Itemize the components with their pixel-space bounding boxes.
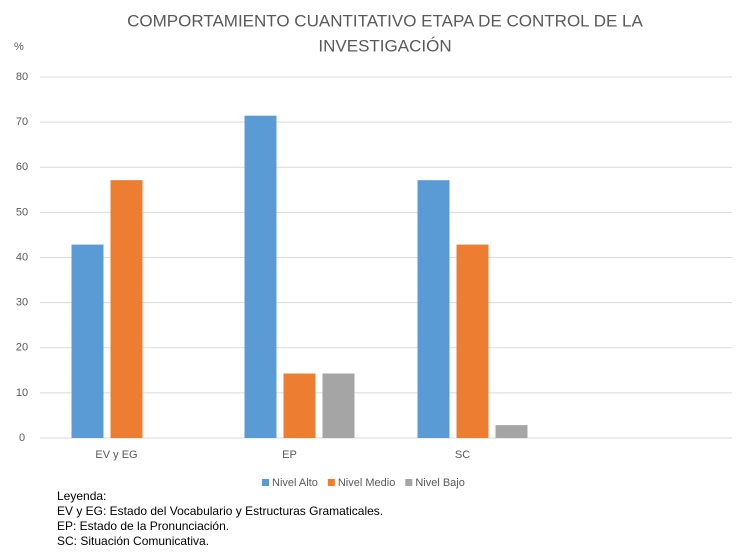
note: Leyenda:: [57, 489, 106, 503]
y-tick-label: 10: [16, 387, 28, 399]
legend-swatch: [262, 479, 269, 486]
y-tick-label: 40: [16, 251, 28, 263]
y-tick-label: 0: [19, 432, 25, 444]
legend-label: Nivel Bajo: [415, 477, 465, 489]
bar: [110, 180, 143, 438]
note: EV y EG: Estado del Vocabulario y Estruc…: [57, 504, 383, 518]
y-axis-label: %: [14, 41, 24, 53]
legend-swatch: [327, 479, 335, 486]
x-tick-label: SC: [455, 449, 470, 461]
legend-label: Nivel Medio: [338, 477, 395, 489]
x-tick-label: EP: [282, 449, 297, 461]
bar: [417, 180, 450, 438]
bar: [322, 373, 355, 438]
y-tick-label: 80: [16, 71, 28, 83]
bar: [244, 115, 277, 439]
y-tick-label: 60: [16, 161, 28, 173]
note: SC: Situación Comunicativa.: [57, 534, 209, 548]
y-tick-label: 70: [16, 116, 28, 128]
bar: [495, 425, 528, 438]
legend-swatch: [405, 479, 413, 486]
note: EP: Estado de la Pronunciación.: [57, 519, 229, 533]
y-tick-label: 20: [16, 342, 28, 354]
y-tick-label: 30: [16, 297, 28, 309]
y-tick-label: 50: [16, 206, 28, 218]
bar: [71, 244, 104, 438]
x-tick-label: EV y EG: [95, 449, 137, 461]
bar: [283, 373, 316, 438]
chart-title: INVESTIGACIÓN: [318, 36, 451, 55]
bar: [456, 244, 489, 438]
legend-label: Nivel Alto: [272, 477, 318, 489]
chart-title: COMPORTAMIENTO CUANTITATIVO ETAPA DE CON…: [127, 11, 643, 30]
